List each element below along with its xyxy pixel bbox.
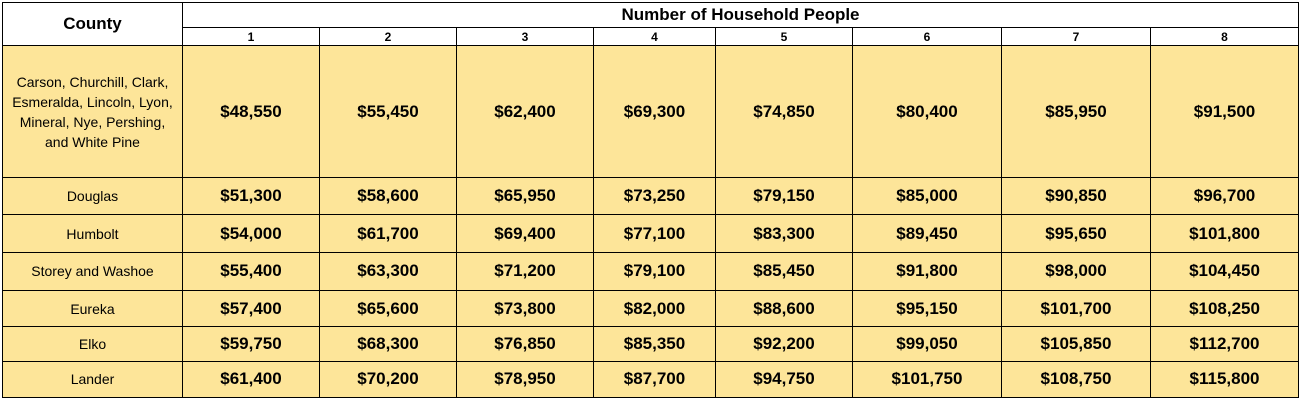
income-cell: $91,500 — [1149, 44, 1300, 179]
income-cell: $95,150 — [852, 290, 1002, 328]
household-size-header: 3 — [456, 27, 594, 46]
income-cell: $85,950 — [1001, 44, 1151, 179]
county-cell: Storey and Washoe — [2, 251, 183, 292]
table-row: Eureka $57,400 $65,600 $73,800 $82,000 $… — [2, 290, 1300, 328]
household-size-header: 8 — [1149, 27, 1300, 46]
county-cell: Carson, Churchill, Clark, Esmeralda, Lin… — [2, 44, 183, 179]
income-cell: $115,800 — [1149, 360, 1300, 399]
income-cell: $99,050 — [852, 326, 1002, 362]
income-cell: $88,600 — [715, 290, 853, 328]
income-cell: $96,700 — [1149, 177, 1300, 216]
income-cell: $98,000 — [1001, 251, 1151, 292]
income-cell: $80,400 — [852, 44, 1002, 179]
county-column-header: County — [2, 2, 183, 46]
income-cell: $73,250 — [593, 177, 716, 216]
income-cell: $90,850 — [1001, 177, 1151, 216]
income-cell: $83,300 — [715, 214, 853, 253]
income-cell: $82,000 — [593, 290, 716, 328]
income-cell: $61,700 — [319, 214, 457, 253]
income-cell: $85,450 — [715, 251, 853, 292]
income-cell: $69,300 — [593, 44, 716, 179]
county-cell: Humbolt — [2, 214, 183, 253]
household-size-header: 5 — [715, 27, 853, 46]
income-cell: $51,300 — [182, 177, 320, 216]
table-row: Carson, Churchill, Clark, Esmeralda, Lin… — [2, 44, 1300, 179]
income-cell: $55,400 — [182, 251, 320, 292]
income-cell: $78,950 — [456, 360, 594, 399]
income-cell: $70,200 — [319, 360, 457, 399]
income-cell: $68,300 — [319, 326, 457, 362]
county-cell: Lander — [2, 360, 183, 399]
income-cell: $73,800 — [456, 290, 594, 328]
income-cell: $101,800 — [1149, 214, 1300, 253]
table-row: Elko $59,750 $68,300 $76,850 $85,350 $92… — [2, 326, 1300, 362]
income-cell: $79,100 — [593, 251, 716, 292]
income-cell: $77,100 — [593, 214, 716, 253]
county-cell: Eureka — [2, 290, 183, 328]
table-row: Storey and Washoe $55,400 $63,300 $71,20… — [2, 251, 1300, 292]
income-cell: $63,300 — [319, 251, 457, 292]
household-people-header: Number of Household People — [181, 2, 1300, 28]
table-row: Humbolt $54,000 $61,700 $69,400 $77,100 … — [2, 214, 1300, 253]
income-cell: $79,150 — [715, 177, 853, 216]
county-cell: Douglas — [2, 177, 183, 216]
income-cell: $74,850 — [715, 44, 853, 179]
household-size-header: 1 — [182, 27, 320, 46]
income-cell: $85,350 — [593, 326, 716, 362]
income-cell: $104,450 — [1149, 251, 1300, 292]
income-cell: $48,550 — [182, 44, 320, 179]
income-cell: $55,450 — [319, 44, 457, 179]
income-cell: $58,600 — [319, 177, 457, 216]
income-cell: $76,850 — [456, 326, 594, 362]
household-size-header: 7 — [1001, 27, 1151, 46]
income-cell: $57,400 — [182, 290, 320, 328]
income-cell: $101,750 — [852, 360, 1002, 399]
income-cell: $62,400 — [456, 44, 594, 179]
household-size-header: 6 — [852, 27, 1002, 46]
income-cell: $95,650 — [1001, 214, 1151, 253]
income-cell: $108,750 — [1001, 360, 1151, 399]
income-cell: $112,700 — [1149, 326, 1300, 362]
income-cell: $108,250 — [1149, 290, 1300, 328]
household-size-header: 2 — [319, 27, 457, 46]
income-cell: $85,000 — [852, 177, 1002, 216]
income-cell: $94,750 — [715, 360, 853, 399]
income-cell: $91,800 — [852, 251, 1002, 292]
household-size-header: 4 — [593, 27, 716, 46]
county-cell: Elko — [2, 326, 183, 362]
income-cell: $69,400 — [456, 214, 594, 253]
income-cell: $101,700 — [1001, 290, 1151, 328]
income-cell: $59,750 — [182, 326, 320, 362]
income-cell: $61,400 — [182, 360, 320, 399]
income-cell: $89,450 — [852, 214, 1002, 253]
income-cell: $87,700 — [593, 360, 716, 399]
income-cell: $54,000 — [182, 214, 320, 253]
table-row: Douglas $51,300 $58,600 $65,950 $73,250 … — [2, 177, 1300, 216]
table-row: Lander $61,400 $70,200 $78,950 $87,700 $… — [2, 360, 1300, 399]
income-cell: $105,850 — [1001, 326, 1151, 362]
income-cell: $65,950 — [456, 177, 594, 216]
income-cell: $92,200 — [715, 326, 853, 362]
income-cell: $65,600 — [319, 290, 457, 328]
income-cell: $71,200 — [456, 251, 594, 292]
